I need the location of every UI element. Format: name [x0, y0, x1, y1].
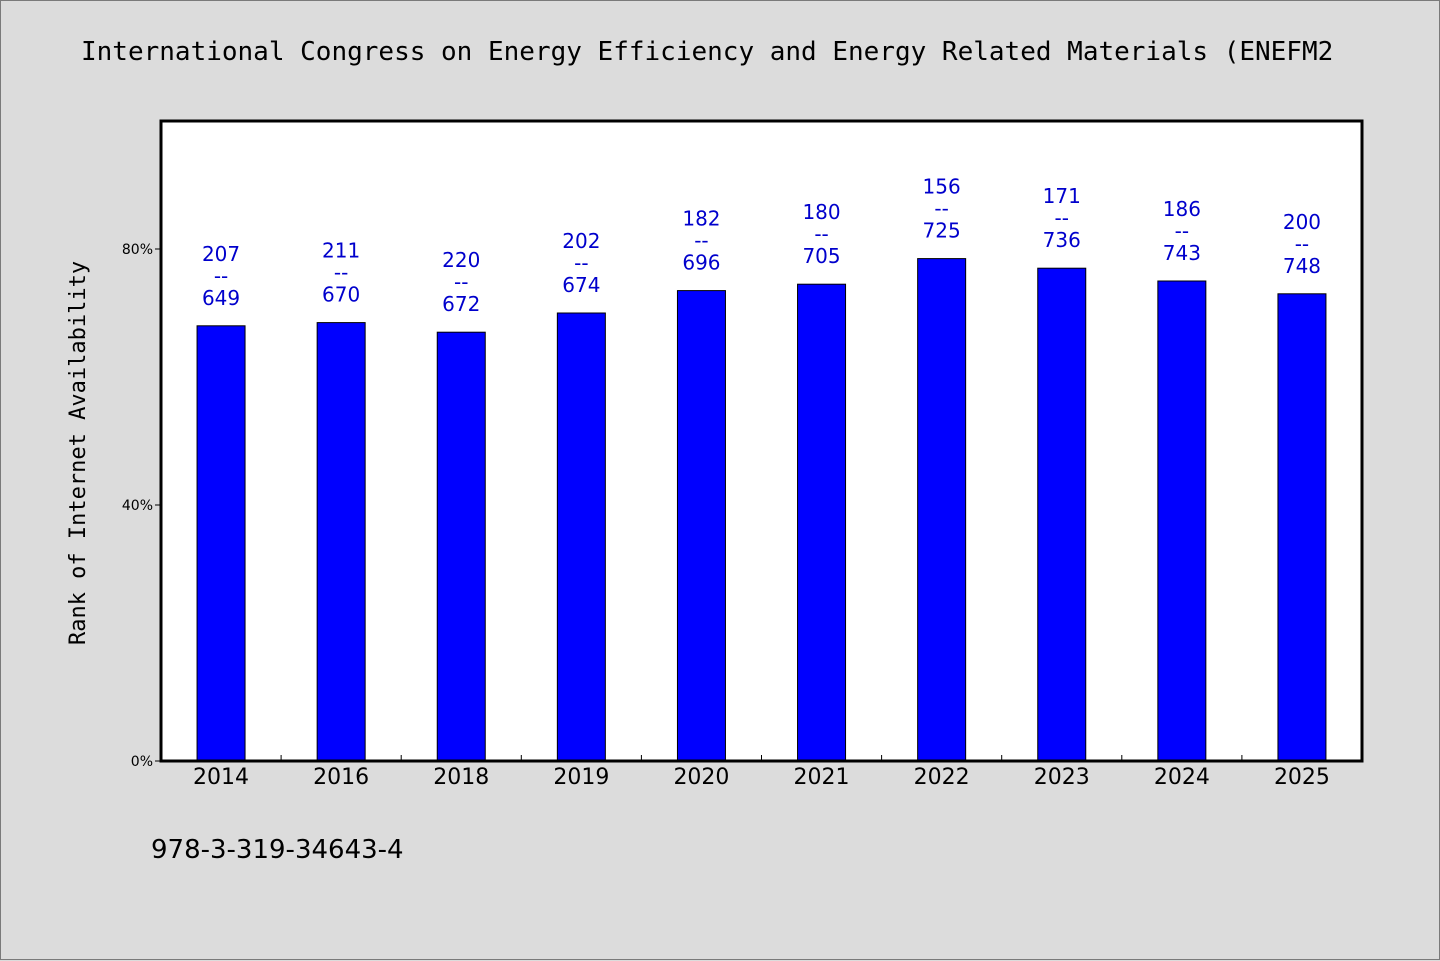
- y-tick-label: 80%: [122, 242, 153, 258]
- bar-label-separator: --: [214, 264, 228, 288]
- bar-label-separator: --: [694, 229, 708, 253]
- bar: [436, 331, 486, 762]
- bar: [1037, 267, 1087, 762]
- bar-label-separator: --: [1295, 232, 1309, 256]
- x-tick-label: 2019: [553, 765, 609, 790]
- x-tick-label: 2024: [1154, 765, 1210, 790]
- bar: [797, 283, 847, 762]
- bar: [316, 322, 366, 762]
- y-axis-title: Rank of Internet Availability: [66, 261, 91, 645]
- bar-label-separator: --: [1175, 219, 1189, 243]
- bar-label-separator: --: [1055, 206, 1069, 230]
- bar-label-bottom: 748: [1283, 254, 1321, 278]
- bar: [917, 258, 967, 762]
- bar-label-top: 211: [322, 239, 360, 263]
- bar-label-top: 207: [202, 242, 240, 266]
- x-tick-label: 2022: [914, 765, 970, 790]
- y-tick-label: 40%: [122, 498, 153, 514]
- x-tick-label: 2014: [193, 765, 249, 790]
- y-tick-label: 0%: [131, 754, 153, 770]
- x-tick-label: 2025: [1274, 765, 1330, 790]
- x-tick-label: 2016: [313, 765, 369, 790]
- bar: [1157, 280, 1207, 762]
- chart-title: International Congress on Energy Efficie…: [81, 37, 1334, 67]
- bar-label-separator: --: [454, 270, 468, 294]
- bar-label-top: 171: [1043, 184, 1081, 208]
- bar-label-separator: --: [574, 251, 588, 275]
- bar-label-bottom: 670: [322, 283, 360, 307]
- bar-label-top: 186: [1163, 197, 1201, 221]
- bar: [676, 290, 726, 762]
- bar-label-bottom: 705: [802, 244, 840, 268]
- bar-label-separator: --: [814, 222, 828, 246]
- bar-label-bottom: 672: [442, 292, 480, 316]
- bar-label-separator: --: [934, 197, 948, 221]
- bar-label-top: 200: [1283, 210, 1321, 234]
- x-tick-label: 2020: [673, 765, 729, 790]
- bar-label-top: 156: [923, 175, 961, 199]
- bar-label-bottom: 696: [682, 251, 720, 275]
- bar-label-top: 182: [682, 207, 720, 231]
- x-tick-label: 2021: [794, 765, 850, 790]
- x-tick-label: 2023: [1034, 765, 1090, 790]
- bar-label-bottom: 736: [1043, 228, 1081, 252]
- bar-label-separator: --: [334, 261, 348, 285]
- bar: [556, 312, 606, 762]
- bar-label-bottom: 725: [923, 219, 961, 243]
- bar: [1277, 293, 1327, 762]
- isbn-label: 978-3-319-34643-4: [151, 835, 404, 865]
- bar-label-bottom: 674: [562, 273, 600, 297]
- bar: [196, 325, 246, 762]
- bar-label-top: 202: [562, 229, 600, 253]
- bar-label-top: 180: [802, 200, 840, 224]
- bar-label-top: 220: [442, 248, 480, 272]
- x-tick-label: 2018: [433, 765, 489, 790]
- bar-label-bottom: 649: [202, 286, 240, 310]
- bar-label-bottom: 743: [1163, 241, 1201, 265]
